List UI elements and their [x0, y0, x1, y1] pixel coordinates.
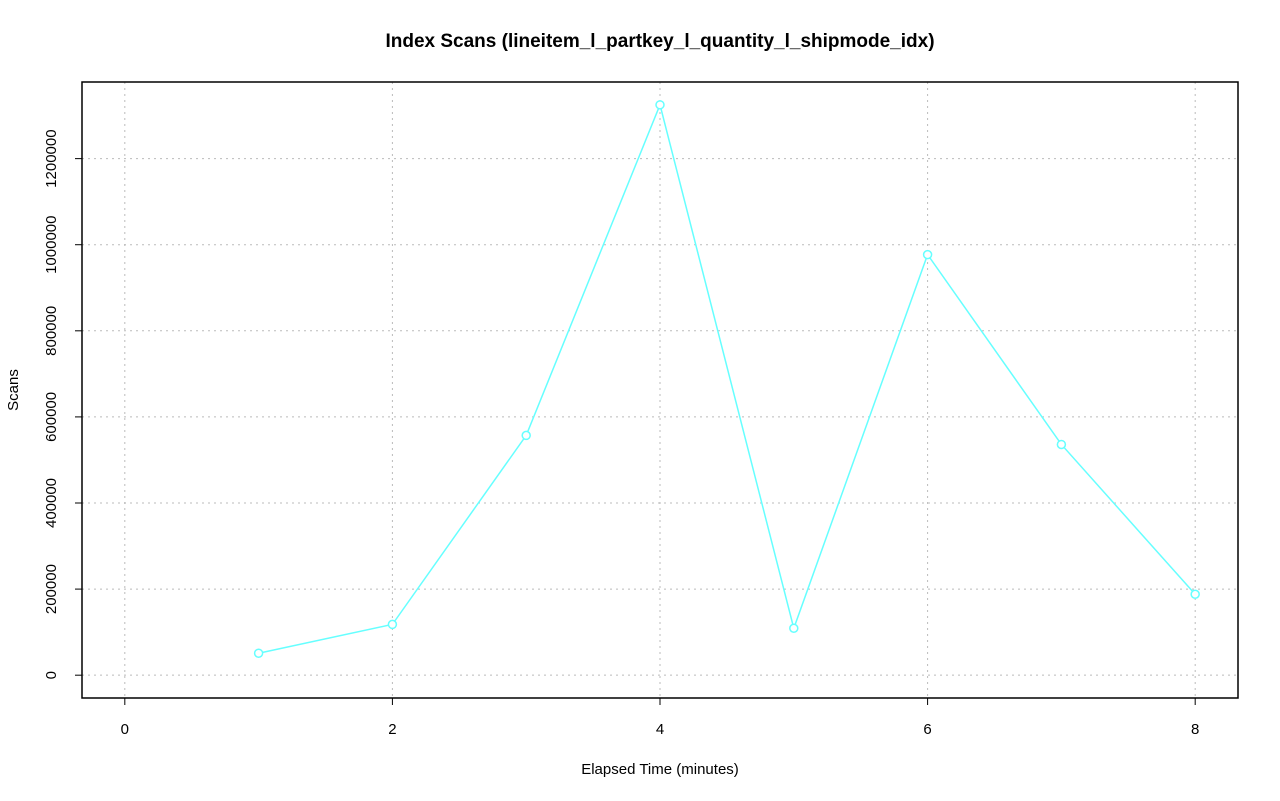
point	[789, 623, 799, 634]
point	[922, 249, 933, 260]
x-tick-label: 2	[388, 721, 396, 738]
x-tick-label: 4	[656, 721, 664, 738]
y-tick-label: 800000	[43, 306, 60, 356]
plot-frame	[81, 81, 1239, 699]
point	[1190, 589, 1200, 600]
line	[258, 102, 1196, 654]
y-tick-label: 1000000	[43, 216, 60, 274]
point	[387, 619, 398, 630]
point	[521, 430, 531, 441]
y-tick-label: 1200000	[43, 129, 60, 187]
chart-title: Index Scans (lineitem_l_partkey_l_quanti…	[385, 31, 934, 52]
point	[1056, 439, 1067, 450]
point	[253, 648, 264, 658]
y-tick-label: 0	[43, 671, 60, 679]
x-tick-label: 8	[1191, 721, 1199, 738]
y-tick-label: 600000	[43, 392, 60, 442]
point	[655, 100, 665, 110]
y-axis-title: Scans	[5, 369, 22, 411]
x-axis-title: Elapsed Time (minutes)	[581, 761, 739, 778]
y-tick-label: 400000	[43, 478, 60, 528]
x-tick-label: 6	[923, 721, 931, 738]
x-tick-label: 0	[121, 721, 129, 738]
y-tick-label: 200000	[43, 564, 60, 614]
